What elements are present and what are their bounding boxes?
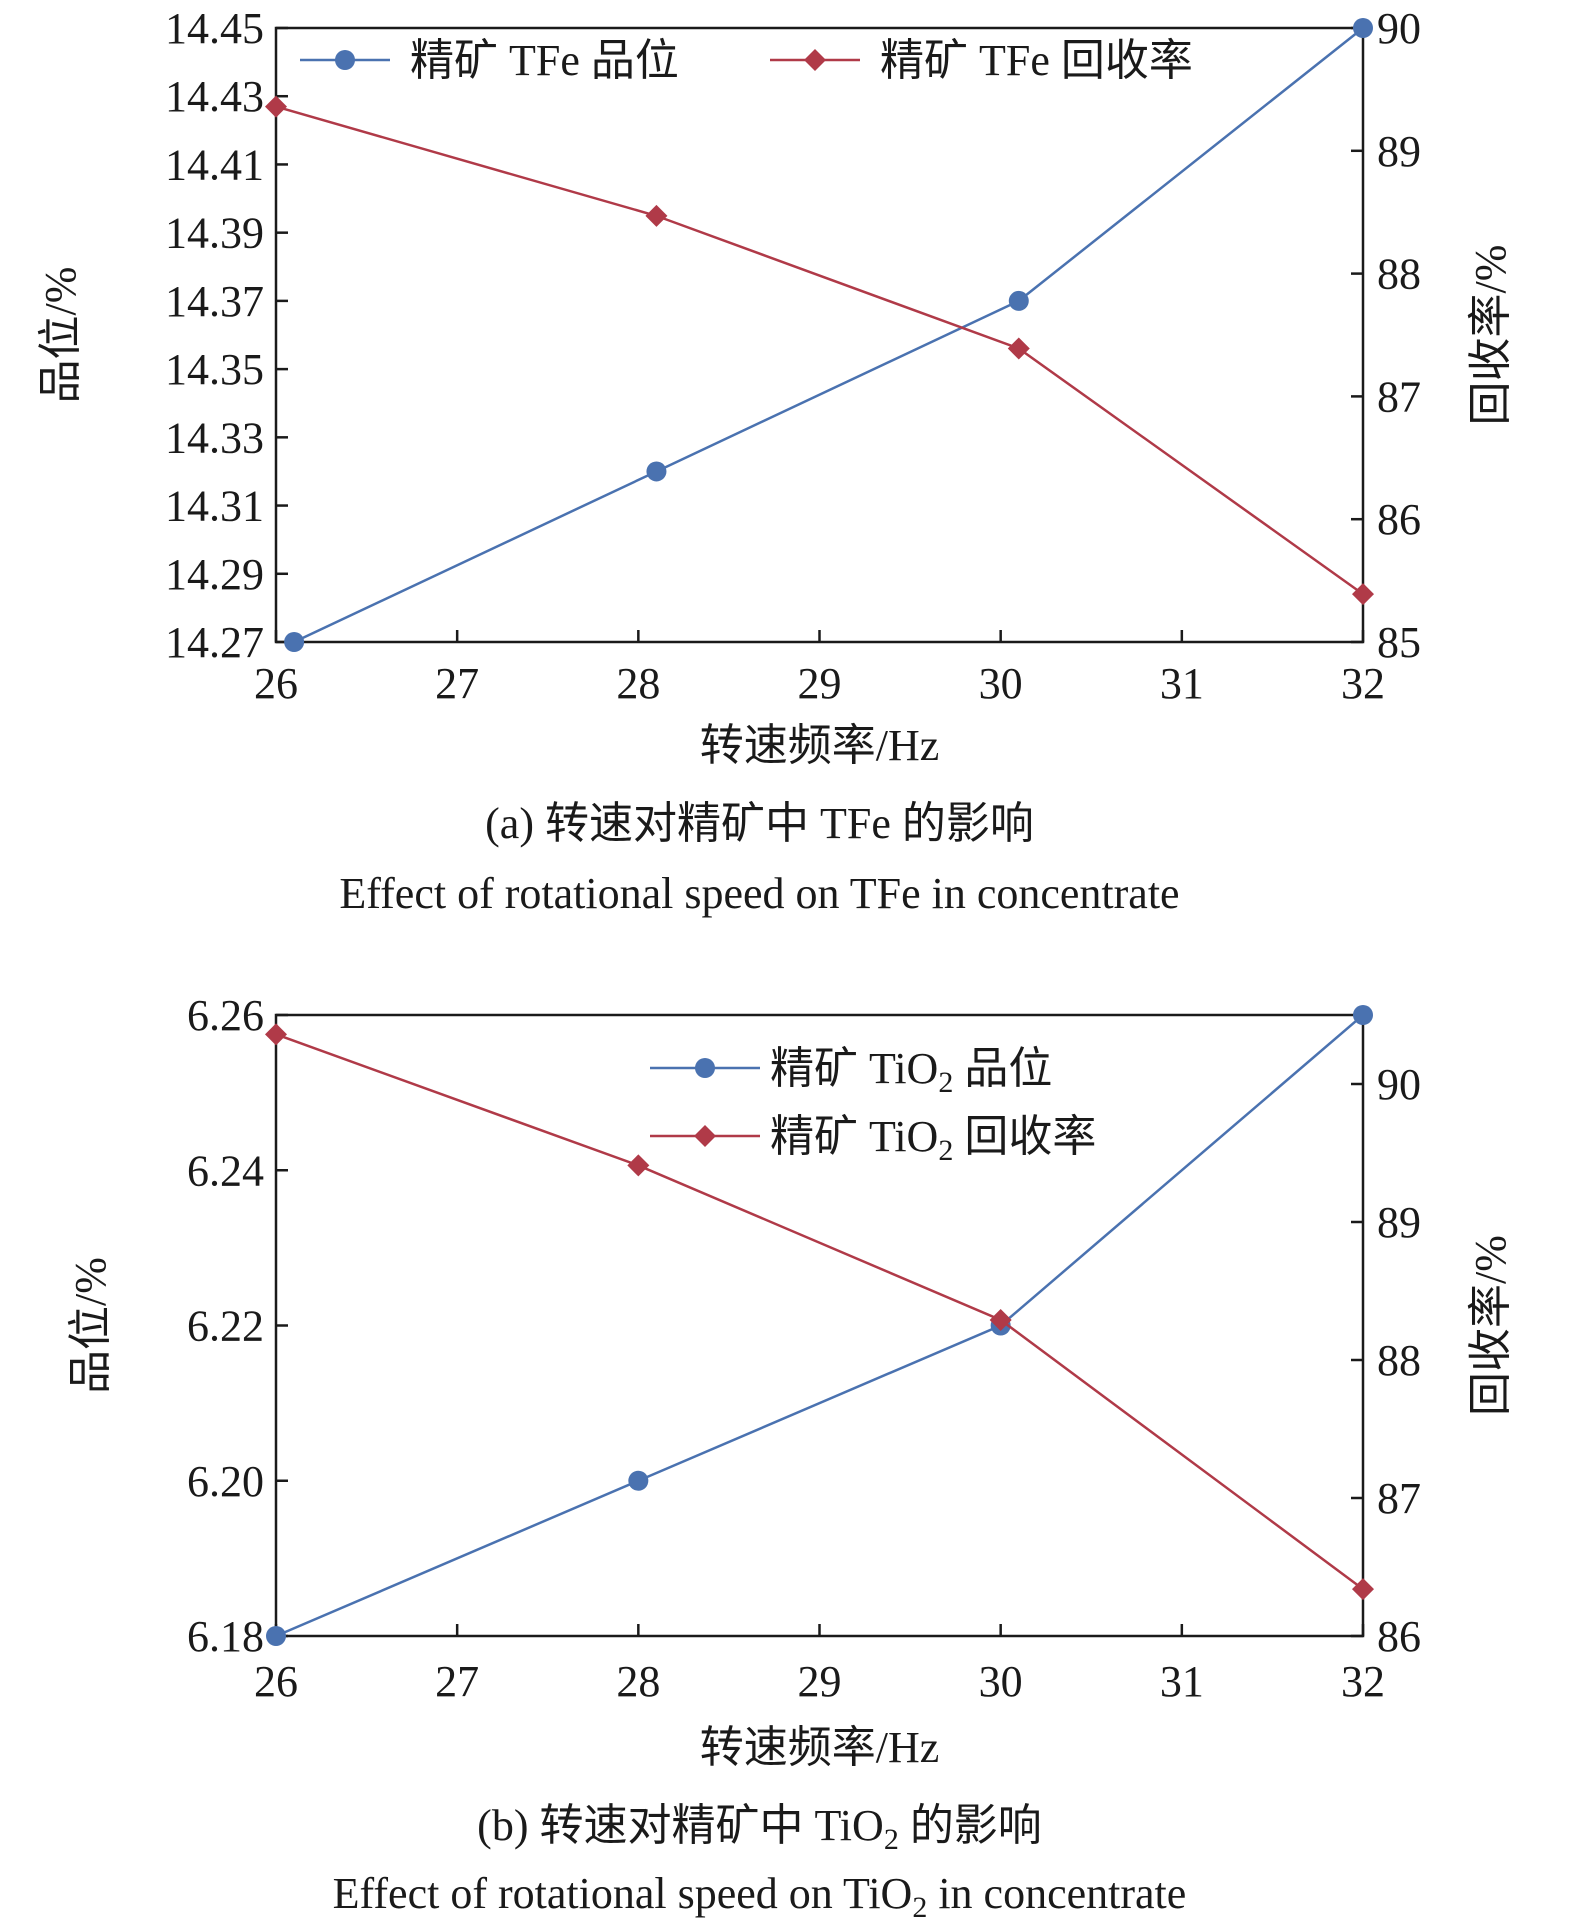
x-tick-label: 28	[616, 659, 660, 708]
y-left-axis-label: 品位/%	[36, 267, 85, 404]
y-left-tick-label: 6.20	[187, 1457, 264, 1506]
x-tick-label: 28	[616, 1657, 660, 1706]
legend-label: 精矿 TFe 品位	[410, 36, 679, 85]
figure-caption-cn: (b) 转速对精矿中 TiO2​ 的影响	[477, 1801, 1042, 1856]
legend-marker-diamond	[694, 1125, 716, 1147]
data-point-recovery	[1007, 337, 1030, 360]
y-right-tick-label: 89	[1377, 1198, 1421, 1247]
y-left-tick-label: 14.29	[165, 550, 264, 599]
x-tick-label: 30	[979, 1657, 1023, 1706]
y-right-tick-label: 89	[1377, 127, 1421, 176]
legend-label: 精矿 TiO2​ 品位	[770, 1044, 1052, 1099]
x-tick-label: 27	[435, 1657, 479, 1706]
y-right-tick-label: 86	[1377, 1612, 1421, 1661]
y-left-tick-label: 14.37	[165, 277, 264, 326]
x-tick-label: 31	[1160, 659, 1204, 708]
figure-caption-en: Effect of rotational speed on TiO2​ in c…	[333, 1869, 1187, 1924]
x-tick-label: 29	[798, 659, 842, 708]
y-right-axis-label: 回收率/%	[1466, 1235, 1515, 1416]
data-point-grade	[1353, 1005, 1373, 1025]
x-tick-label: 32	[1341, 1657, 1385, 1706]
y-left-tick-label: 6.22	[187, 1302, 264, 1351]
data-point-recovery	[265, 1023, 287, 1046]
data-point-recovery	[265, 95, 287, 118]
panel-a: 26 27 28 29 30 31 32 14.27 14.29 14.31 14.33 14.35 1…	[36, 4, 1515, 918]
data-point-recovery	[645, 204, 668, 227]
series-line-recovery	[275, 105, 1364, 596]
y-left-tick-label: 6.18	[187, 1612, 264, 1661]
y-right-tick-label: 88	[1377, 250, 1421, 299]
x-tick-label: 29	[798, 1657, 842, 1706]
y-right-tick-label: 87	[1377, 1474, 1421, 1523]
data-point-recovery	[1352, 1578, 1374, 1601]
x-axis-label: 转速频率/Hz	[700, 1723, 940, 1772]
y-right-tick-label: 85	[1377, 618, 1421, 667]
y-right-tick-label: 86	[1377, 495, 1421, 544]
x-axis-label: 转速频率/Hz	[700, 721, 940, 770]
legend-label: 精矿 TFe 回收率	[880, 36, 1193, 85]
plot-frame	[274, 1013, 1365, 1638]
x-tick-label: 31	[1160, 1657, 1204, 1706]
figure-caption-en: Effect of rotational speed on TFe in con…	[339, 869, 1179, 918]
x-tick-label: 27	[435, 659, 479, 708]
data-point-recovery	[1352, 583, 1374, 606]
data-point-grade	[284, 632, 305, 652]
y-left-tick-label: 14.43	[165, 72, 264, 121]
y-left-tick-label: 14.45	[165, 4, 264, 53]
data-point-recovery	[627, 1154, 650, 1177]
y-right-axis-label: 回收率/%	[1466, 245, 1515, 426]
x-tick-label: 26	[254, 659, 298, 708]
legend-label: 精矿 TiO2​ 回收率	[770, 1112, 1096, 1167]
y-right-tick-label: 90	[1377, 1060, 1421, 1109]
series-line-recovery	[275, 1033, 1364, 1591]
y-left-tick-label: 14.27	[165, 618, 264, 667]
data-point-grade	[628, 1470, 649, 1491]
y-left-tick-label: 6.24	[187, 1146, 264, 1195]
series-line-grade	[293, 27, 1364, 644]
data-point-recovery	[989, 1308, 1012, 1331]
series-line-grade	[275, 1014, 1364, 1638]
panel-b: 26 27 28 29 30 31 32 6.18 6.20 6.22 6.24 6.26 86 87 88…	[66, 991, 1515, 1924]
y-left-tick-label: 14.41	[165, 140, 264, 189]
y-right-tick-label: 90	[1377, 4, 1421, 53]
y-left-tick-label: 14.39	[165, 209, 264, 258]
y-left-tick-label: 14.33	[165, 413, 264, 462]
plot-frame	[274, 26, 1365, 644]
figure-caption-cn: (a) 转速对精矿中 TFe 的影响	[485, 799, 1034, 848]
x-tick-label: 32	[1341, 659, 1385, 708]
x-tick-label: 26	[254, 1657, 298, 1706]
legend-marker-circle	[335, 50, 355, 70]
y-left-tick-label: 14.35	[165, 345, 264, 394]
data-point-grade	[1008, 290, 1029, 311]
y-left-tick-label: 14.31	[165, 482, 264, 531]
data-point-grade	[1353, 18, 1373, 38]
legend-marker-diamond	[804, 49, 826, 71]
y-right-tick-label: 88	[1377, 1336, 1421, 1385]
data-point-grade	[646, 461, 667, 482]
x-tick-label: 30	[979, 659, 1023, 708]
y-left-axis-label: 品位/%	[66, 1257, 115, 1394]
legend-marker-circle	[695, 1058, 715, 1078]
y-left-tick-label: 6.26	[187, 991, 264, 1040]
y-right-tick-label: 87	[1377, 372, 1421, 421]
data-point-grade	[266, 1626, 286, 1646]
